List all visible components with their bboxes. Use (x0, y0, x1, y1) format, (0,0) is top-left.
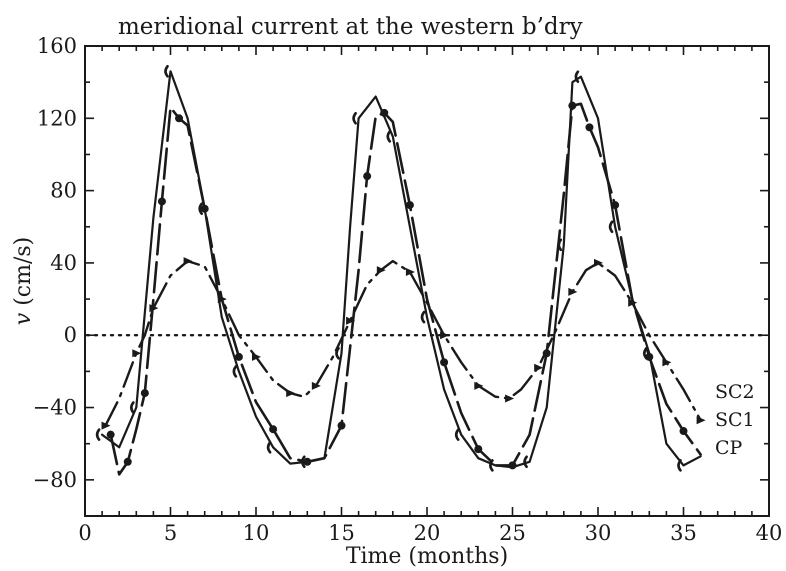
data-point-cp (386, 130, 392, 143)
data-point-sc2 (505, 394, 515, 403)
data-point-sc2 (101, 421, 111, 430)
series-line-sc2 (104, 259, 702, 427)
x-tick-label: 0 (78, 521, 91, 545)
y-tick-label: 120 (37, 106, 77, 130)
x-tick-label: 20 (414, 521, 441, 545)
data-point-sc2 (662, 358, 672, 367)
data-point-sc1 (440, 358, 449, 367)
x-axis-ticks (84, 46, 770, 516)
data-point-sc1 (363, 172, 372, 181)
x-tick-label: 40 (756, 521, 783, 545)
series-sc2 (101, 257, 706, 430)
y-axis-label-unit: (cm/s) (11, 237, 36, 313)
data-point-sc1 (585, 123, 594, 132)
data-point-cp (232, 365, 238, 378)
data-point-sc2 (594, 258, 603, 267)
series-line-sc1 (109, 102, 702, 476)
data-point-sc2 (183, 257, 193, 266)
data-point-sc1 (269, 425, 278, 434)
data-point-cp (608, 220, 614, 234)
y-tick-label: 160 (37, 34, 77, 58)
data-point-cp (489, 459, 494, 472)
data-point-cp (335, 347, 340, 360)
data-point-cp (523, 455, 528, 469)
data-point-cp (677, 459, 682, 472)
data-point-sc2 (474, 381, 484, 390)
data-point-sc2 (534, 363, 544, 372)
data-point-cp (198, 202, 203, 215)
data-point-sc1 (679, 427, 688, 436)
chart-title: meridional current at the western b’dry (118, 14, 583, 40)
data-point-cp (557, 238, 563, 252)
y-axis-label: v (cm/s) (11, 237, 36, 325)
series-line-cp (100, 70, 702, 469)
data-point-sc1 (106, 430, 115, 439)
data-point-sc1 (234, 352, 243, 361)
data-point-cp (574, 70, 580, 84)
data-point-cp (164, 65, 169, 78)
data-point-sc2 (286, 389, 296, 398)
legend-entry-sc2: SC2 (715, 381, 755, 403)
data-point-cp (95, 428, 101, 441)
x-tick-label: 5 (164, 521, 177, 545)
x-tick-label: 10 (243, 521, 270, 545)
y-tick-label: 0 (64, 323, 77, 347)
y-tick-label: 40 (50, 251, 77, 275)
x-axis-tick-labels: 0 5 10 15 20 25 30 35 40 (78, 521, 782, 545)
data-point-sc1 (157, 197, 166, 206)
data-point-sc2 (311, 381, 321, 390)
data-point-cp (301, 455, 306, 469)
y-tick-label: 80 (50, 179, 77, 203)
data-point-sc2 (376, 266, 386, 275)
series-cp (95, 65, 702, 472)
x-axis-label: Time (months) (346, 544, 508, 569)
data-point-sc1 (123, 457, 132, 466)
series-group (95, 65, 706, 476)
legend-entry-cp: CP (715, 437, 743, 459)
data-point-sc1 (474, 445, 483, 454)
data-point-sc2 (405, 267, 415, 276)
data-point-sc2 (568, 287, 578, 296)
data-point-cp (266, 441, 272, 454)
data-point-cp (643, 347, 648, 360)
data-point-sc2 (252, 352, 261, 361)
y-tick-label: −40 (33, 396, 77, 420)
data-point-sc1 (175, 114, 184, 123)
data-point-cp (130, 401, 135, 414)
data-point-sc1 (140, 389, 149, 398)
y-axis-label-symbol: v (11, 312, 36, 325)
data-point-sc1 (405, 201, 414, 210)
y-tick-label: −80 (33, 468, 77, 492)
x-tick-label: 35 (670, 521, 697, 545)
data-point-sc2 (440, 331, 450, 340)
y-axis-tick-labels: −80 −40 0 40 80 120 160 (33, 34, 77, 492)
data-point-sc1 (542, 349, 551, 358)
data-point-cp (454, 428, 460, 441)
data-point-sc1 (337, 421, 346, 430)
y-axis-ticks (85, 45, 769, 517)
data-point-cp (352, 112, 357, 125)
data-point-cp (420, 310, 426, 324)
data-point-sc2 (696, 416, 706, 425)
data-point-sc2 (346, 316, 356, 325)
legend-entry-sc1: SC1 (715, 409, 755, 431)
x-tick-label: 25 (499, 521, 526, 545)
data-point-sc2 (132, 349, 142, 358)
x-tick-label: 15 (328, 521, 355, 545)
legend: SC2 SC1 CP (715, 381, 755, 459)
x-tick-label: 30 (585, 521, 612, 545)
